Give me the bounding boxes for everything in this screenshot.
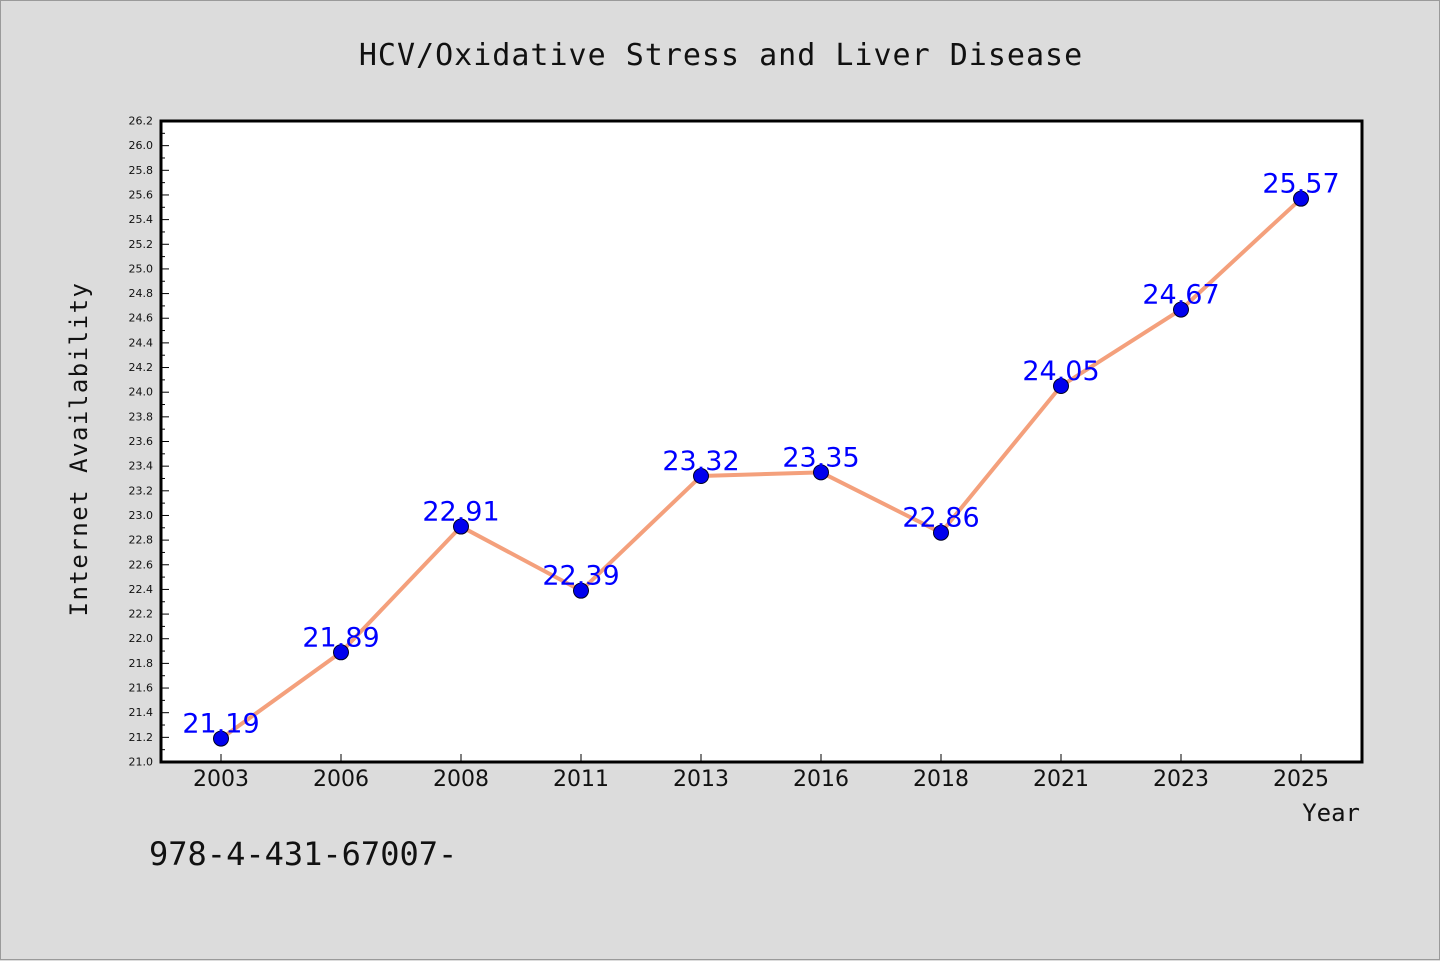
data-point (1293, 190, 1309, 207)
data-label: 22.91 (422, 497, 499, 528)
data-label: 24.67 (1142, 280, 1219, 311)
data-label: 21.89 (302, 622, 379, 653)
y-tick-label: 25.6 (129, 188, 154, 201)
y-tick-label: 24.2 (129, 361, 154, 374)
data-label: 21.19 (182, 709, 259, 740)
y-tick-label: 22.4 (129, 583, 154, 596)
y-tick-label: 26.0 (129, 139, 154, 152)
y-tick-label: 22.8 (129, 534, 154, 547)
x-axis: 2003 2006 2008 2011 2013 2016 2018 2021 2023 2025 (193, 754, 1329, 792)
y-tick-label: 24.8 (129, 287, 154, 300)
x-tick-label: 2023 (1153, 767, 1209, 792)
x-tick-label: 2006 (313, 767, 369, 792)
x-tick-label: 2008 (433, 767, 489, 792)
data-point (693, 468, 709, 485)
y-tick-label: 26.2 (129, 115, 154, 128)
y-tick-label: 25.2 (129, 238, 154, 251)
y-tick-label: 21.2 (129, 731, 154, 744)
data-point (333, 644, 349, 661)
x-tick-label: 2003 (193, 767, 249, 792)
y-tick-label: 24.4 (129, 336, 154, 349)
y-axis-label: Internet Availability (65, 282, 93, 617)
x-tick-label: 2025 (1273, 767, 1329, 792)
data-label: 23.32 (662, 446, 739, 477)
x-tick-label: 2011 (553, 767, 609, 792)
y-tick-label: 23.4 (129, 460, 154, 473)
y-axis: 21.0 21.2 21.4 21.6 21.8 22.0 22.2 22.4 22.6 22.8… (129, 115, 169, 769)
y-tick-label: 21.0 (129, 756, 154, 769)
chart-title: HCV/Oxidative Stress and Liver Disease (359, 38, 1083, 73)
y-tick-label: 25.0 (129, 262, 154, 275)
y-tick-label: 23.0 (129, 509, 154, 522)
y-tick-label: 21.8 (129, 657, 154, 670)
data-point (813, 464, 829, 481)
data-labels: 21.19 21.89 22.91 22.39 23.32 23.35 22.86 24.05… (182, 169, 1339, 740)
y-tick-label: 23.6 (129, 435, 154, 448)
data-label: 22.39 (542, 561, 619, 592)
series-layer (213, 190, 1309, 747)
y-tick-label: 22.2 (129, 608, 154, 621)
y-tick-label: 25.4 (129, 213, 154, 226)
data-point (453, 518, 469, 535)
x-tick-label: 2018 (913, 767, 969, 792)
x-tick-label: 2021 (1033, 767, 1089, 792)
data-point (1173, 301, 1189, 318)
data-point (573, 582, 589, 599)
y-tick-label: 21.6 (129, 682, 154, 695)
data-point (213, 730, 229, 747)
data-point (1053, 378, 1069, 395)
y-tick-label: 24.6 (129, 312, 154, 325)
y-tick-label: 23.2 (129, 484, 154, 497)
data-point (933, 524, 949, 541)
data-label: 23.35 (782, 442, 859, 473)
y-tick-label: 25.8 (129, 164, 154, 177)
y-tick-label: 24.0 (129, 386, 154, 399)
data-label: 25.57 (1262, 169, 1339, 200)
data-label: 22.86 (902, 503, 979, 534)
x-tick-label: 2016 (793, 767, 849, 792)
x-axis-label: Year (1302, 799, 1360, 827)
series-line (219, 196, 1303, 741)
y-tick-label: 21.4 (129, 706, 154, 719)
data-label: 24.05 (1022, 356, 1099, 387)
y-tick-label: 22.0 (129, 632, 154, 645)
plot-area (159, 119, 1364, 764)
y-tick-label: 22.6 (129, 558, 154, 571)
footer-code: 978-4-431-67007- (149, 835, 457, 873)
y-tick-label: 23.8 (129, 410, 154, 423)
x-tick-label: 2013 (673, 767, 729, 792)
